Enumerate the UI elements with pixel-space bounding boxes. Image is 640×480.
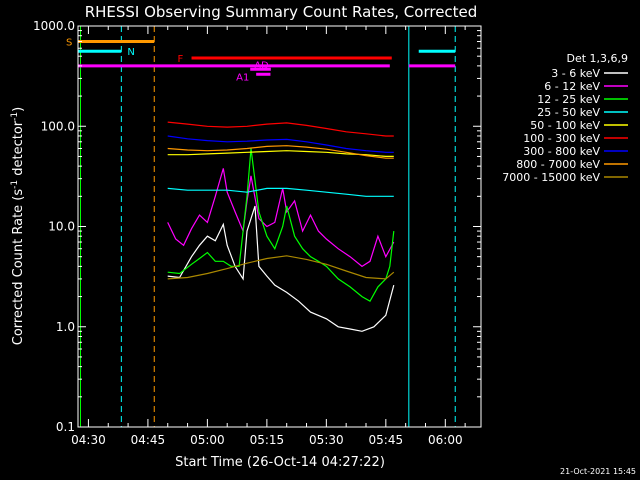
flag-label-2: N [127, 47, 134, 58]
y-tick-label-4: 100.0 [41, 119, 75, 133]
series-line-9 [167, 255, 395, 280]
flag-label-1: S [66, 38, 72, 49]
x-tick-label-3: 05:00 [190, 433, 225, 447]
series-line-2 [167, 168, 395, 268]
series-line-4 [167, 187, 394, 197]
x-tick-label-4: 05:15 [250, 433, 285, 447]
x-tick-label-2: 04:45 [131, 433, 166, 447]
legend-title: Det 1,3,6,9 [566, 52, 628, 65]
x-tick-label-1: 04:30 [71, 433, 106, 447]
legend-label-8: 800 - 7000 keV [516, 158, 600, 171]
series-line-7 [167, 135, 394, 153]
legend-label-2: 6 - 12 keV [544, 80, 600, 93]
series-line-5 [167, 150, 394, 157]
flag-label-6: A1 [236, 72, 249, 83]
y-tick-label-1: 0.1 [56, 420, 75, 434]
x-tick-label-5: 05:30 [309, 433, 344, 447]
series-line-8 [167, 145, 394, 159]
x-axis-label: Start Time (26-Oct-14 04:27:22) [175, 455, 385, 470]
x-tick-label-7: 06:00 [428, 433, 463, 447]
series-line-1 [167, 205, 395, 332]
y-tick-label-5: 1000.0 [33, 19, 75, 33]
x-tick-label-6: 05:45 [369, 433, 404, 447]
legend-label-4: 25 - 50 keV [537, 106, 600, 119]
y-tick-label-3: 10.0 [48, 220, 75, 234]
axes: 0.1 1.0 10.0 100.0 1000.0 04:30 04:45 05:00 05:1… [33, 19, 481, 447]
legend-label-1: 3 - 6 keV [551, 67, 600, 80]
legend-label-5: 50 - 100 keV [530, 119, 600, 132]
y-tick-label-2: 1.0 [56, 320, 75, 334]
flag-label-3: F [178, 54, 184, 65]
legend-label-7: 300 - 800 keV [523, 145, 600, 158]
y-axis-label: Corrected Count Rate (s-1 detector-1) [10, 107, 26, 345]
series-line-3 [167, 148, 395, 303]
plot-series [167, 121, 395, 332]
legend-label-3: 12 - 25 keV [537, 93, 600, 106]
chart-title: RHESSI Observing Summary Count Rates, Co… [85, 3, 478, 21]
generation-timestamp: 21-Oct-2021 15:45 [560, 467, 636, 476]
legend-label-6: 100 - 300 keV [523, 132, 600, 145]
legend-label-9: 7000 - 15000 keV [502, 171, 600, 184]
series-line-6 [167, 121, 394, 137]
